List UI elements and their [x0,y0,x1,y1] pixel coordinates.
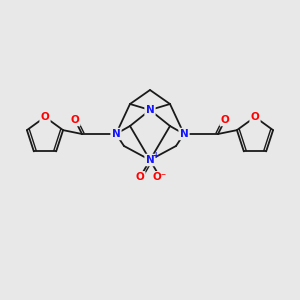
Text: N: N [112,129,120,139]
Text: +: + [152,152,158,160]
Text: O: O [220,115,230,125]
Text: O: O [136,172,144,182]
Text: O: O [40,112,50,122]
Text: N: N [146,155,154,165]
Text: N: N [146,105,154,115]
Text: O: O [250,112,260,122]
Text: O⁻: O⁻ [153,172,167,182]
Text: N: N [180,129,188,139]
Text: O: O [70,115,80,125]
